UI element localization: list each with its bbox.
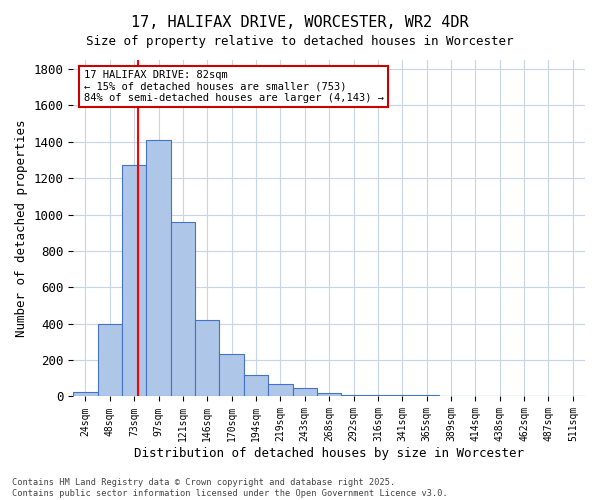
- Bar: [220, 354, 244, 397]
- Text: 17, HALIFAX DRIVE, WORCESTER, WR2 4DR: 17, HALIFAX DRIVE, WORCESTER, WR2 4DR: [131, 15, 469, 30]
- Bar: [195, 320, 220, 396]
- Bar: [171, 222, 195, 396]
- Bar: [244, 374, 268, 396]
- Bar: [365, 394, 390, 396]
- Y-axis label: Number of detached properties: Number of detached properties: [15, 120, 28, 337]
- Text: Size of property relative to detached houses in Worcester: Size of property relative to detached ho…: [86, 35, 514, 48]
- Text: 17 HALIFAX DRIVE: 82sqm
← 15% of detached houses are smaller (753)
84% of semi-d: 17 HALIFAX DRIVE: 82sqm ← 15% of detache…: [83, 70, 383, 103]
- Bar: [146, 140, 171, 396]
- Bar: [293, 388, 317, 396]
- Bar: [341, 394, 365, 396]
- X-axis label: Distribution of detached houses by size in Worcester: Distribution of detached houses by size …: [134, 447, 524, 460]
- Bar: [122, 166, 146, 396]
- Bar: [390, 394, 415, 396]
- Bar: [98, 324, 122, 396]
- Bar: [415, 394, 439, 396]
- Bar: [268, 384, 293, 396]
- Bar: [73, 392, 98, 396]
- Text: Contains HM Land Registry data © Crown copyright and database right 2025.
Contai: Contains HM Land Registry data © Crown c…: [12, 478, 448, 498]
- Bar: [317, 393, 341, 396]
